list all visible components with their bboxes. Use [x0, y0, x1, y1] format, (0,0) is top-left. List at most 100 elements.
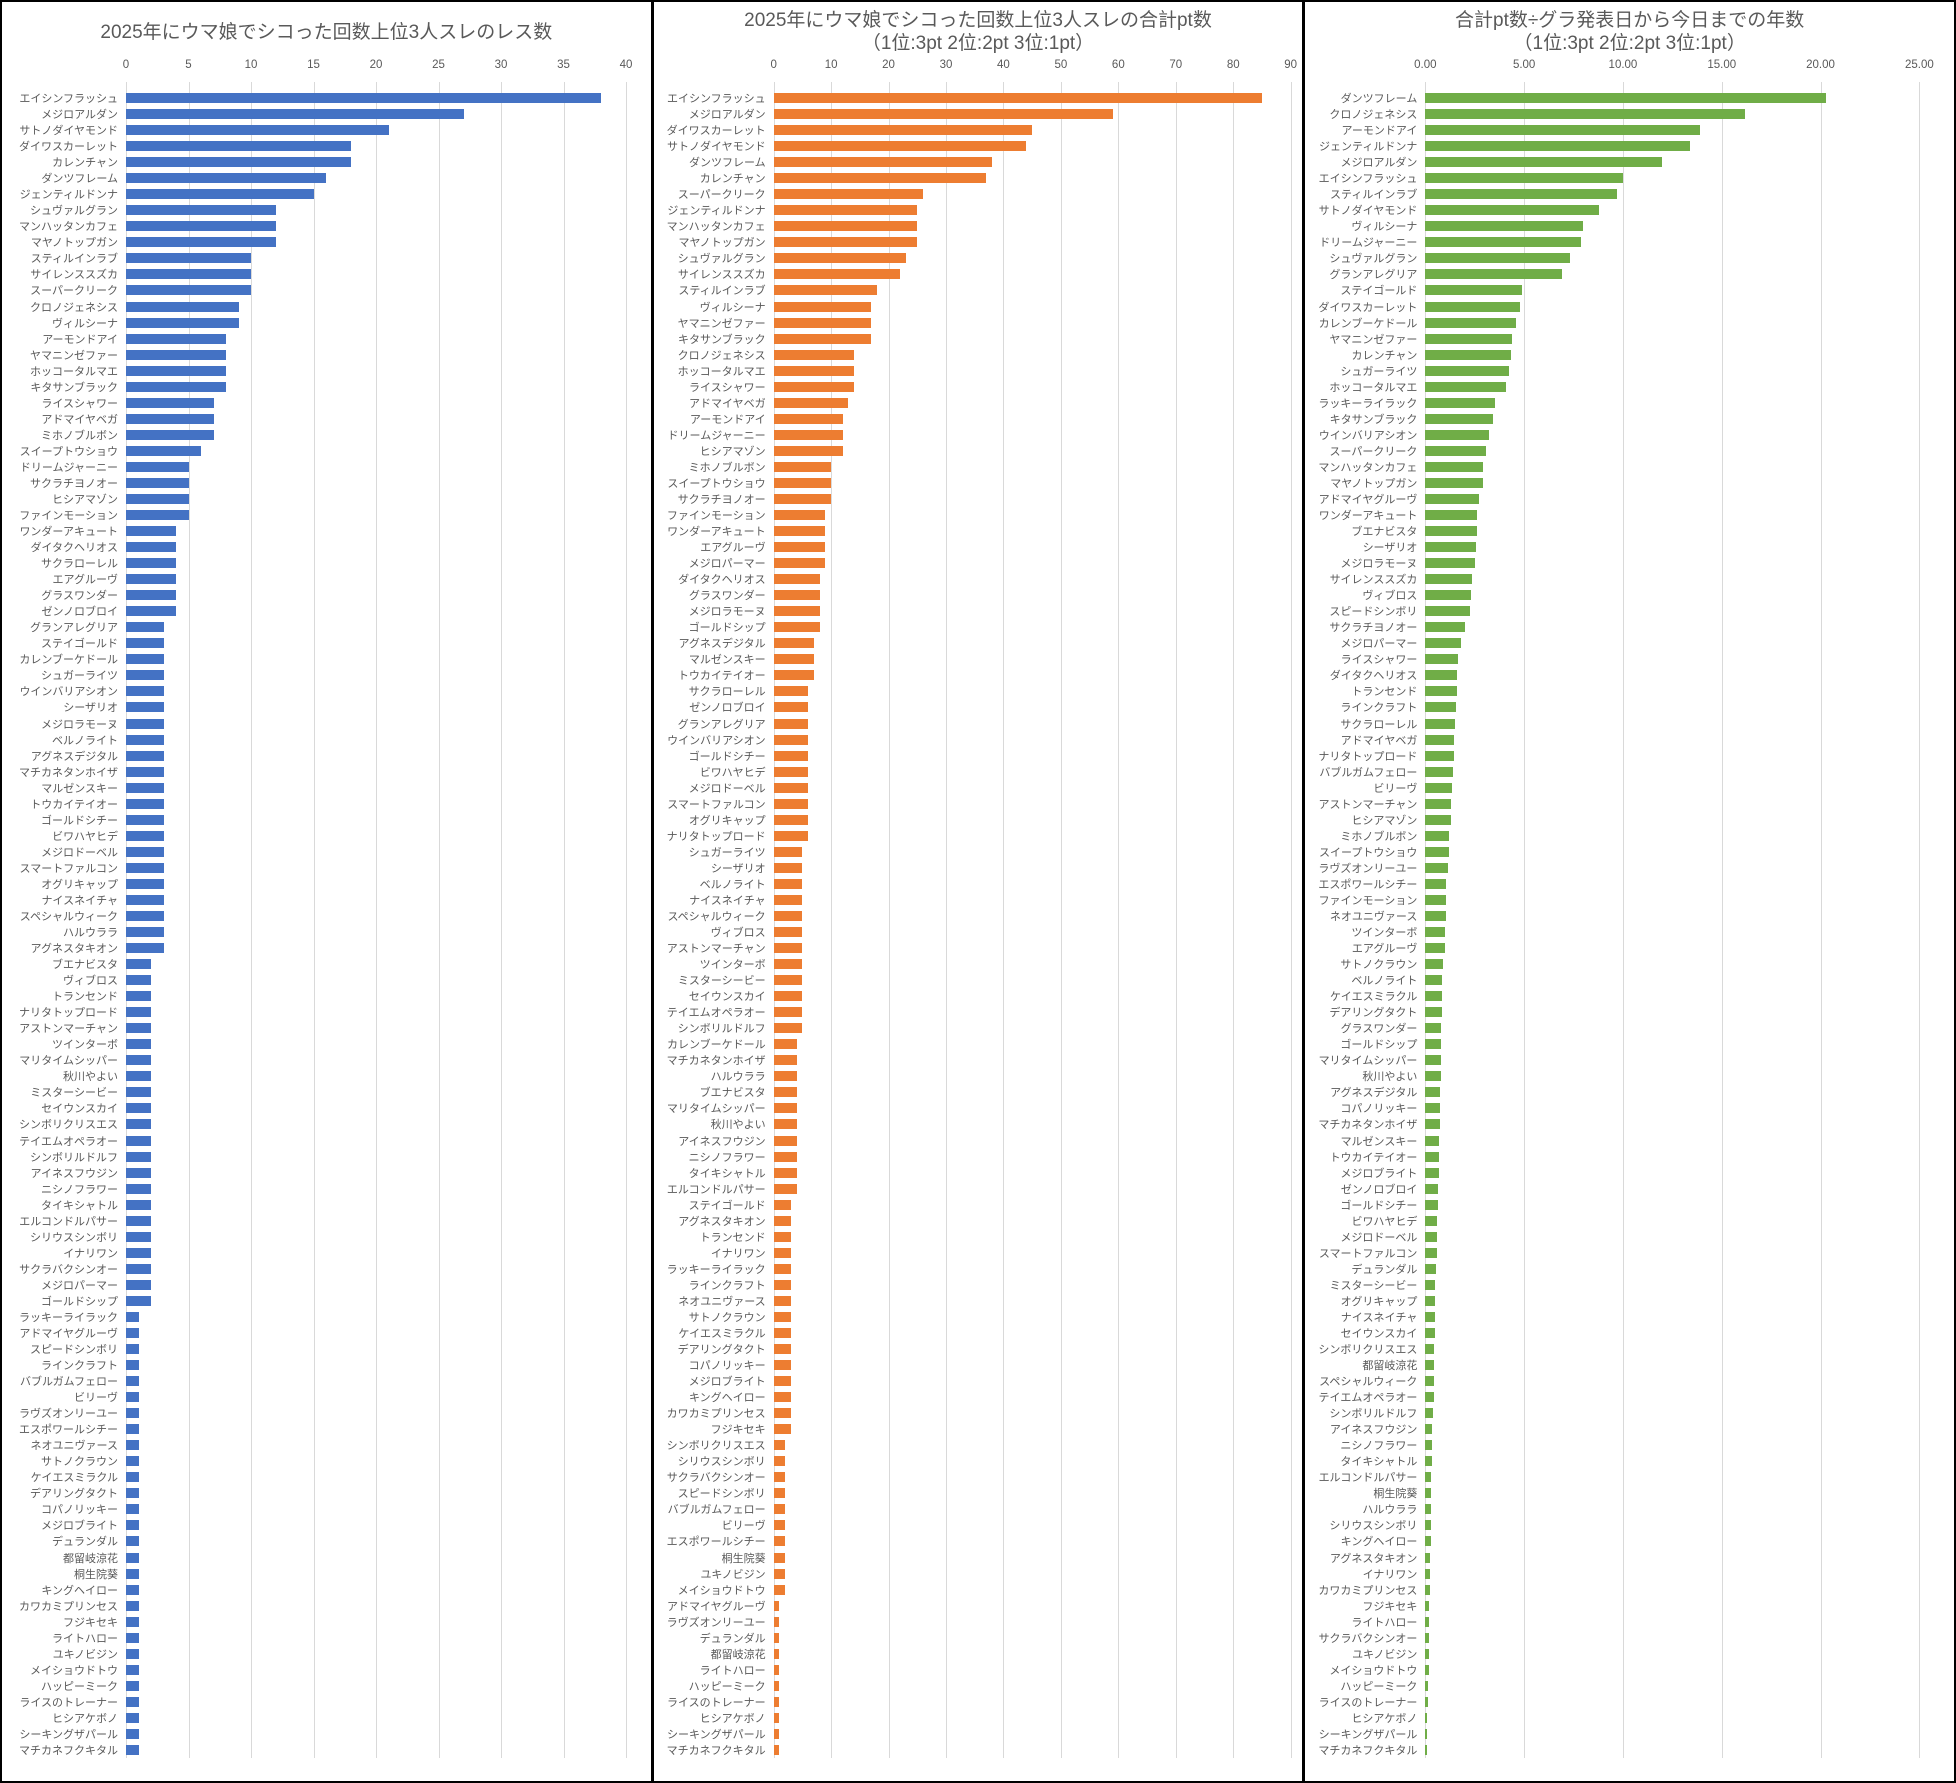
category-label: トランセンド	[1351, 686, 1418, 699]
bar-row: アグネスタキオン	[1305, 1550, 1954, 1566]
bar-row: シーザリオ	[654, 860, 1303, 876]
bar	[773, 1087, 797, 1098]
category-label: ウインバリアシオン	[19, 686, 118, 699]
bar	[1425, 253, 1570, 264]
bar-row: スーパークリーク	[1305, 443, 1954, 459]
bar-row: イナリワン	[1305, 1566, 1954, 1582]
category-label: ヴィルシーナ	[699, 301, 766, 314]
bar-row: ハルウララ	[1305, 1501, 1954, 1517]
bar	[1425, 1424, 1433, 1435]
bar-row: メジロブライト	[2, 1517, 651, 1533]
bar-row: ダイタクヘリオス	[2, 539, 651, 555]
bar-row: グラスワンダー	[2, 587, 651, 603]
bar	[773, 590, 820, 601]
category-label: ヴィルシーナ	[1351, 221, 1418, 234]
bar-row: アイネスフウジン	[2, 1165, 651, 1181]
bar	[1425, 1071, 1441, 1082]
category-label: スイープトウショウ	[1319, 846, 1418, 859]
category-label: トウカイテイオー	[1329, 1151, 1418, 1164]
bar	[773, 1295, 791, 1306]
category-label: ヤマニンゼファー	[677, 317, 766, 330]
bar-row: ラインクラフト	[2, 1357, 651, 1373]
bar-row: ヤマニンゼファー	[1305, 331, 1954, 347]
category-label: ホッコータルマエ	[30, 365, 118, 378]
category-label: ラッキーライラック	[1318, 397, 1418, 410]
bar-row: オグリキャップ	[2, 876, 651, 892]
category-label: ゴールドシップ	[41, 1295, 118, 1308]
bar	[773, 1520, 786, 1531]
bar-row: コパノリッキー	[654, 1357, 1303, 1373]
category-label: シンボリルドルフ	[1329, 1408, 1418, 1421]
bar-row: ダイタクヘリオス	[1305, 667, 1954, 683]
category-label: サクラバクシンオー	[666, 1472, 766, 1485]
bar-row: 都留岐涼花	[2, 1550, 651, 1566]
bar	[126, 1376, 139, 1387]
category-label: エイシンフラッシュ	[667, 93, 766, 106]
category-label: オグリキャップ	[688, 814, 766, 827]
category-label: ワンダーアキュート	[1318, 510, 1418, 523]
bar-row: 都留岐涼花	[654, 1646, 1303, 1662]
category-label: アイネスフウジン	[1329, 1424, 1418, 1437]
bar-row: バブルガムフェロー	[1305, 764, 1954, 780]
category-label: ホッコータルマエ	[1329, 381, 1418, 394]
category-label: シンボリクリスエス	[19, 1119, 118, 1132]
category-label: アイネスフウジン	[678, 1135, 766, 1148]
category-label: ライトハロー	[699, 1664, 766, 1677]
bar	[126, 237, 276, 248]
bar	[1425, 1119, 1440, 1130]
bar	[1425, 333, 1513, 344]
category-label: ファインモーション	[1318, 894, 1418, 907]
bar	[126, 333, 226, 344]
axis-tick-label: 25	[432, 59, 445, 71]
bar-row: マルゼンスキー	[654, 651, 1303, 667]
bar	[773, 157, 992, 168]
category-label: ヴィブロス	[1362, 590, 1418, 603]
bar	[126, 991, 151, 1002]
bar-row: キタサンブラック	[654, 331, 1303, 347]
bar	[1425, 943, 1446, 954]
category-label: ダンツフレーム	[1340, 93, 1418, 106]
bar-row: ファインモーション	[2, 507, 651, 523]
bar	[126, 1055, 151, 1066]
category-label: ラインクラフト	[688, 1279, 766, 1292]
bar-row: ファインモーション	[1305, 892, 1954, 908]
category-label: ワンダーアキュート	[19, 526, 118, 539]
bar	[773, 991, 803, 1002]
axis-tick-label: 5	[185, 59, 192, 71]
bar	[1425, 493, 1479, 504]
bar-row: シーザリオ	[1305, 539, 1954, 555]
bar	[773, 141, 1027, 152]
category-label: ライスのトレーナー	[19, 1696, 118, 1709]
bar	[773, 1632, 780, 1643]
category-label: アーモンドアイ	[42, 333, 118, 346]
bar-row: サクラバクシンオー	[1305, 1630, 1954, 1646]
category-label: ミスターシービー	[677, 975, 766, 988]
bar-row: ベルノライト	[654, 876, 1303, 892]
bar	[1425, 927, 1446, 938]
bar	[1425, 157, 1663, 168]
bar	[1425, 526, 1477, 537]
chart-title: 2025年にウマ娘でシコった回数上位3人スレの合計pt数	[744, 10, 1212, 31]
bar-row: 秋川やよい	[2, 1068, 651, 1084]
category-label: ネオユニヴァース	[30, 1440, 118, 1453]
bar	[773, 285, 878, 296]
bar	[1425, 638, 1461, 649]
bar-row: シーザリオ	[2, 699, 651, 715]
bar	[773, 1504, 786, 1515]
bar-row: メジロパーマー	[1305, 635, 1954, 651]
bar-row: ウインバリアシオン	[654, 732, 1303, 748]
bar	[1425, 718, 1455, 729]
axis-tick-label: 90	[1284, 59, 1298, 71]
bar-row: ライトハロー	[2, 1630, 651, 1646]
bar-row: ナイスネイチャ	[1305, 1309, 1954, 1325]
category-label: トウカイテイオー	[677, 670, 766, 683]
bar	[773, 1039, 797, 1050]
bar	[1425, 1536, 1431, 1547]
bar	[1425, 93, 1827, 104]
category-label: ヒシアケボノ	[52, 1712, 118, 1725]
bar-row: 桐生院葵	[654, 1550, 1303, 1566]
bar-row: ジェンティルドンナ	[2, 186, 651, 202]
category-label: ケイエスミラクル	[678, 1327, 766, 1340]
bar-row: アーモンドアイ	[654, 411, 1303, 427]
bar-row: ビワハヤヒデ	[654, 764, 1303, 780]
